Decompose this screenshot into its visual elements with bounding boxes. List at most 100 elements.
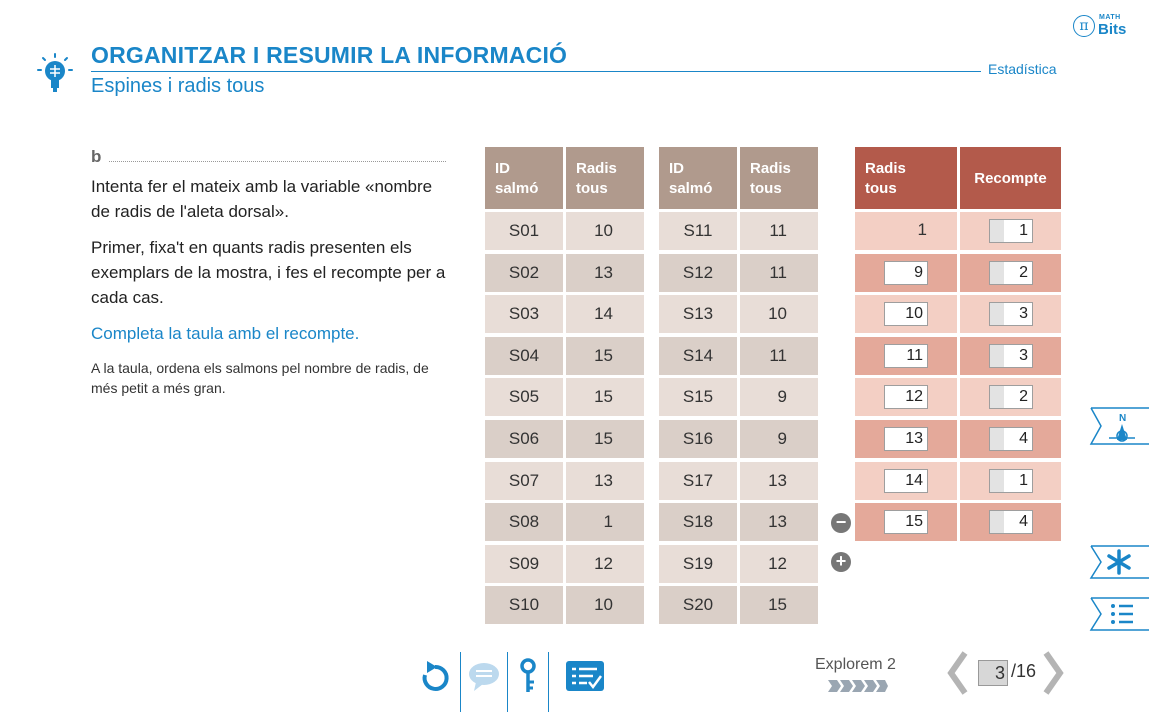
recompte-input[interactable]: 3	[989, 344, 1033, 368]
radis-input[interactable]: 10	[884, 302, 928, 326]
next-page-icon[interactable]	[1040, 651, 1066, 695]
radis-value-cell: 15	[566, 378, 644, 416]
remove-row-button[interactable]: −	[831, 513, 851, 533]
col-header-line1: Radis	[750, 160, 791, 177]
hint-text: A la taula, ordena els salmons pel nombr…	[91, 360, 429, 396]
page-number-input[interactable]: 3	[978, 660, 1008, 686]
lightbulb-icon	[37, 53, 73, 92]
progress-chevrons-icon	[828, 680, 888, 692]
col-header-id-2: ID salmó	[659, 147, 737, 209]
salmon-id-cell: S06	[485, 420, 563, 458]
explore-label: Explorem 2	[815, 656, 896, 673]
salmon-id-cell: S17	[659, 462, 737, 500]
radis-input[interactable]: 13	[884, 427, 928, 451]
radis-static-value: 1	[917, 220, 927, 239]
col-header-line1: Radis	[576, 160, 617, 177]
radis-value-cell: 10	[566, 586, 644, 624]
radis-input[interactable]: 12	[884, 385, 928, 409]
brand-top-text: MATH	[1099, 14, 1121, 21]
salmon-id-cell: S13	[659, 295, 737, 333]
recompte-input[interactable]: 4	[989, 510, 1033, 534]
radis-value-cell: 13	[566, 254, 644, 292]
radis-value-cell: 1	[566, 503, 644, 541]
dotted-divider	[109, 161, 446, 162]
radis-value-cell: 12	[740, 545, 818, 583]
checklist-icon[interactable]	[565, 660, 605, 692]
col-header-line1: ID	[495, 160, 510, 177]
salmon-id-cell: S20	[659, 586, 737, 624]
radis-value-cell: 15	[566, 337, 644, 375]
col-header-line2: tous	[865, 180, 897, 197]
radis-value-cell: 13	[740, 503, 818, 541]
salmon-id-cell: S10	[485, 586, 563, 624]
exercise-label: b	[91, 147, 102, 166]
radis-value-cell: 13	[740, 462, 818, 500]
title-divider	[91, 71, 981, 72]
radis-value-cell: 11	[740, 212, 818, 250]
radis-input[interactable]: 9	[884, 261, 928, 285]
reset-icon[interactable]	[419, 659, 451, 693]
radis-value-cell: 9	[740, 420, 818, 458]
key-icon[interactable]	[516, 658, 540, 694]
toolbar-divider	[507, 652, 508, 712]
page-total: /16	[1011, 661, 1037, 681]
compass-letter: N	[1119, 413, 1126, 424]
salmon-id-cell: S19	[659, 545, 737, 583]
radis-value-cell: 10	[566, 212, 644, 250]
salmon-id-cell: S14	[659, 337, 737, 375]
radis-input[interactable]: 15	[884, 510, 928, 534]
col-header-line1: Radis	[865, 160, 906, 177]
pi-icon: π	[1073, 15, 1095, 37]
mathbits-logo: π MATH Bits	[1070, 12, 1140, 40]
salmon-id-cell: S12	[659, 254, 737, 292]
recompte-input[interactable]: 2	[989, 385, 1033, 409]
salmon-id-cell: S07	[485, 462, 563, 500]
toolbar-divider	[460, 652, 461, 712]
col-header-line2: tous	[576, 180, 608, 197]
radis-value-cell: 11	[740, 254, 818, 292]
toolbar-divider	[548, 652, 549, 712]
radis-value-cell: 10	[740, 295, 818, 333]
radis-value-cell: 11	[740, 337, 818, 375]
add-row-button[interactable]: +	[831, 552, 851, 572]
radis-input[interactable]: 14	[884, 469, 928, 493]
instruction-paragraph-1: Intenta fer el mateix amb la variable «n…	[91, 177, 433, 221]
radis-input[interactable]: 11	[884, 344, 928, 368]
list-tab-icon[interactable]	[1089, 596, 1149, 632]
col-header-recompte: Recompte	[960, 147, 1061, 209]
col-header-line2: salmó	[495, 180, 539, 197]
instruction-paragraph-2: Primer, fixa't en quants radis presenten…	[91, 238, 446, 307]
section-label: Estadística	[988, 61, 1057, 77]
salmon-id-cell: S03	[485, 295, 563, 333]
recompte-input[interactable]: 1	[989, 219, 1033, 243]
col-header-radis-2: Radis tous	[740, 147, 818, 209]
salmon-id-cell: S01	[485, 212, 563, 250]
recompte-input[interactable]: 3	[989, 302, 1033, 326]
col-header-count-radis: Radis tous	[855, 147, 957, 209]
prev-page-icon[interactable]	[945, 651, 971, 695]
col-header-radis-1: Radis tous	[566, 147, 644, 209]
radis-value-cell: 15	[566, 420, 644, 458]
comment-icon	[469, 663, 499, 691]
radis-value-cell: 14	[566, 295, 644, 333]
col-header-line1: ID	[669, 160, 684, 177]
col-header-line2: salmó	[669, 180, 713, 197]
col-header-line2: tous	[750, 180, 782, 197]
salmon-id-cell: S02	[485, 254, 563, 292]
col-header-id-1: ID salmó	[485, 147, 563, 209]
recompte-input[interactable]: 1	[989, 469, 1033, 493]
compass-tab-icon[interactable]: N	[1089, 406, 1149, 446]
task-instruction: Completa la taula amb el recompte.	[91, 324, 360, 343]
radis-value-cell: 12	[566, 545, 644, 583]
salmon-id-cell: S04	[485, 337, 563, 375]
recompte-input[interactable]: 2	[989, 261, 1033, 285]
count-radis-cell	[855, 212, 957, 250]
page-title: ORGANITZAR I RESUMIR LA INFORMACIÓ	[91, 42, 568, 68]
radis-value-cell: 15	[740, 586, 818, 624]
recompte-input[interactable]: 4	[989, 427, 1033, 451]
asterisk-tab-icon[interactable]	[1089, 544, 1149, 580]
salmon-id-cell: S16	[659, 420, 737, 458]
radis-value-cell: 13	[566, 462, 644, 500]
radis-value-cell: 9	[740, 378, 818, 416]
salmon-id-cell: S15	[659, 378, 737, 416]
